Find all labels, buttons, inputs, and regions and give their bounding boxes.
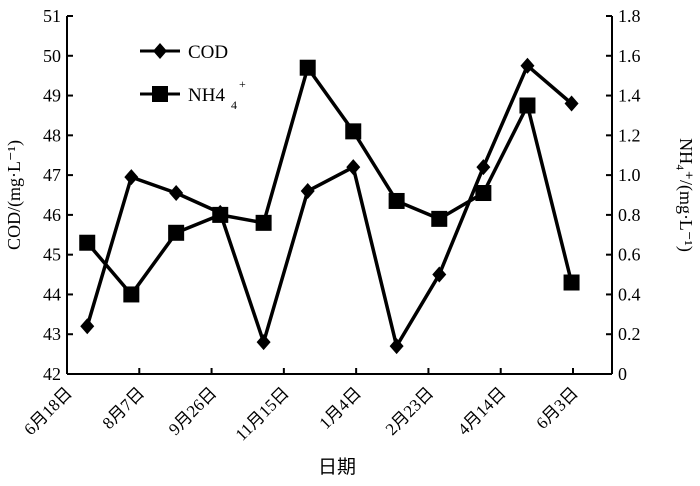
nh4-point	[168, 224, 185, 241]
nh4-point	[212, 206, 229, 223]
cod-point	[256, 334, 271, 351]
y-tick-label-left: 45	[43, 245, 61, 265]
y-tick-label-right: 0	[618, 364, 627, 384]
cod-point	[564, 95, 579, 112]
cod-point	[476, 159, 491, 176]
cod-point	[300, 183, 315, 200]
nh4-point	[255, 214, 272, 231]
y-tick-label-left: 50	[43, 46, 61, 66]
legend-nh4-subscript: 4	[231, 98, 237, 112]
cod-point	[432, 266, 447, 283]
y-tick-label-left: 44	[43, 284, 61, 304]
nh4-point	[299, 59, 316, 76]
x-tick-label: 6月18日	[20, 383, 76, 439]
x-tick-label: 1月4日	[315, 383, 364, 432]
x-tick-label: 8月7日	[99, 383, 148, 432]
y-tick-label-right: 1.4	[618, 86, 641, 106]
cod-point	[389, 338, 404, 355]
y-tick-label-right: 1.6	[618, 46, 641, 66]
x-axis-label: 日期	[318, 456, 356, 478]
nh4-point	[388, 192, 405, 209]
cod-point	[346, 159, 361, 176]
axes: 42 43 44 45 46 47 48 49 50 51 0 0.2 0.4 0.6 0.8 1.0 1.2 1…	[20, 6, 640, 444]
cod-point	[169, 185, 184, 202]
legend-nh4-superscript: +	[239, 77, 246, 91]
y-tick-label-left: 43	[43, 324, 61, 344]
cod-point	[80, 318, 95, 335]
x-tick-label: 9月26日	[165, 383, 221, 439]
legend-cod-marker	[153, 43, 167, 59]
legend: COD NH4 4 +	[140, 42, 246, 112]
series-line-cod	[85, 63, 573, 348]
y-tick-label-left: 46	[43, 205, 61, 225]
legend-nh4-label: NH4	[188, 85, 225, 106]
y-tick-label-left: 48	[43, 125, 61, 145]
nh4-point	[475, 185, 492, 202]
series-line-nh4	[85, 65, 574, 297]
y-tick-label-right: 1.0	[618, 165, 641, 185]
nh4-point	[519, 97, 536, 114]
y-tick-label-right: 1.2	[618, 125, 641, 145]
cod-point	[124, 169, 139, 186]
nh4-point	[431, 210, 448, 227]
nh4-point	[123, 286, 140, 303]
y-tick-label-left: 51	[43, 6, 61, 26]
legend-cod-label: COD	[188, 42, 228, 63]
series	[79, 57, 580, 355]
y-tick-label-left: 42	[43, 364, 61, 384]
y-tick-label-left: 49	[43, 86, 61, 106]
x-tick-label: 2月23日	[382, 383, 438, 439]
nh4-point	[563, 274, 580, 291]
x-tick-label: 6月3日	[532, 383, 581, 432]
y-axis-label-left: COD/(mg·L⁻¹)	[4, 140, 25, 250]
x-tick-label: 4月14日	[454, 383, 510, 439]
y-axis-label-right: NH₄⁺/(mg·L⁻¹)	[675, 138, 696, 252]
y-tick-label-left: 47	[43, 165, 61, 185]
y-tick-label-right: 1.8	[618, 6, 641, 26]
nh4-point	[345, 123, 362, 140]
y-tick-label-right: 0.6	[618, 245, 641, 265]
y-tick-label-right: 0.2	[618, 324, 641, 344]
x-tick-label: 11月15日	[232, 383, 293, 444]
cod-point	[520, 57, 535, 74]
nh4-point	[79, 234, 96, 251]
legend-nh4-marker	[152, 86, 168, 102]
y-tick-label-right: 0.4	[618, 284, 641, 304]
y-tick-label-right: 0.8	[618, 205, 641, 225]
